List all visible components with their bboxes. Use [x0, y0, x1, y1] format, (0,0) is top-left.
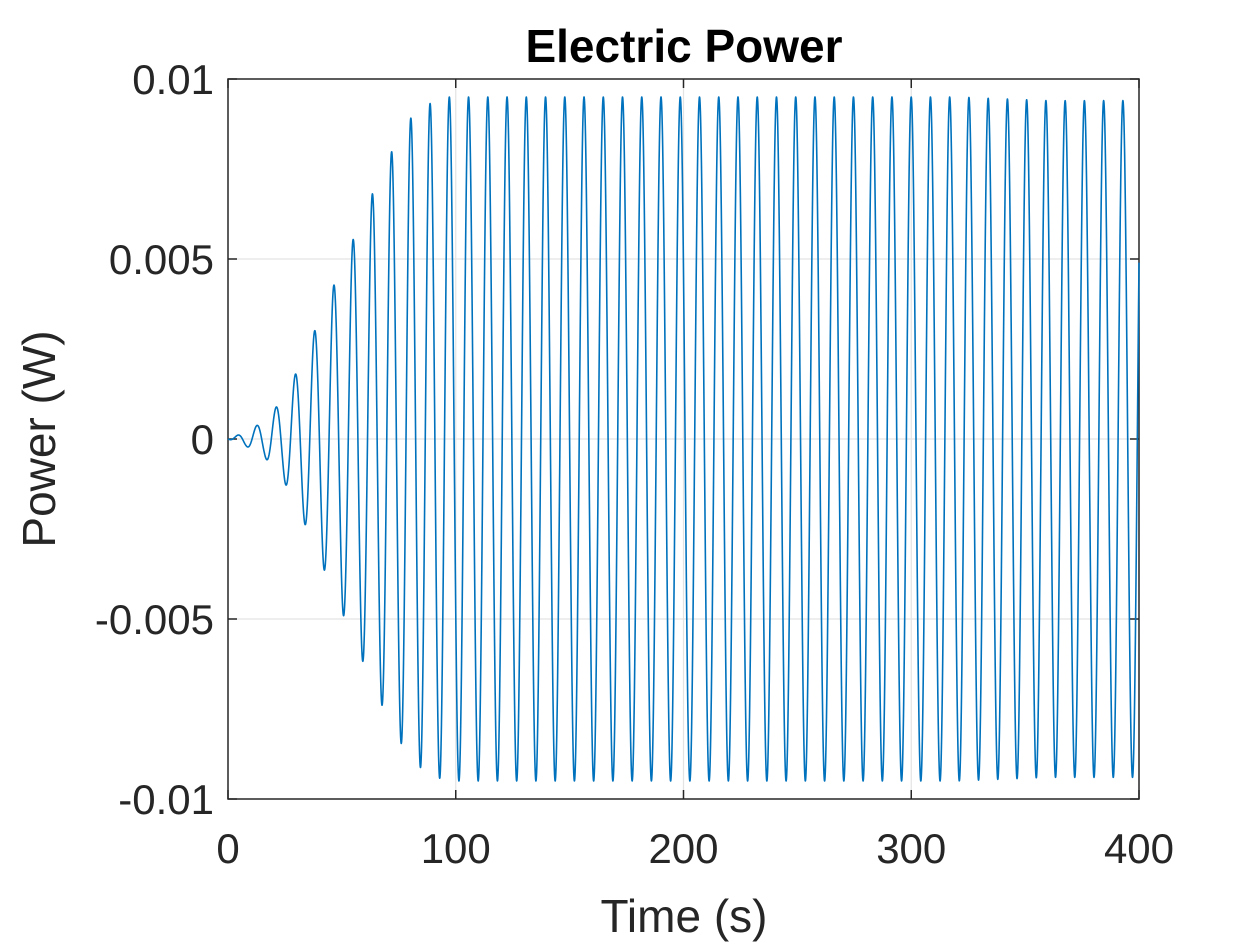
- y-axis-label: Power (W): [13, 330, 65, 547]
- chart-title: Electric Power: [525, 20, 842, 72]
- x-axis-ticks: 0 100 200 300 400: [216, 79, 1174, 872]
- x-tick-label: 100: [421, 825, 491, 872]
- x-tick-label: 300: [876, 825, 946, 872]
- series-layer: [227, 96, 1140, 782]
- y-tick-label: 0: [191, 416, 214, 463]
- y-tick-label: 0.005: [109, 236, 214, 283]
- x-tick-label: 200: [648, 825, 718, 872]
- y-tick-label: -0.01: [118, 776, 214, 823]
- x-tick-label: 0: [216, 825, 239, 872]
- power-series-line: [227, 96, 1140, 782]
- x-axis-label: Time (s): [601, 890, 768, 942]
- y-axis-ticks: -0.01 -0.005 0 0.005 0.01: [95, 56, 1139, 823]
- x-tick-label: 400: [1104, 825, 1174, 872]
- y-tick-label: 0.01: [132, 56, 214, 103]
- y-tick-label: -0.005: [95, 596, 214, 643]
